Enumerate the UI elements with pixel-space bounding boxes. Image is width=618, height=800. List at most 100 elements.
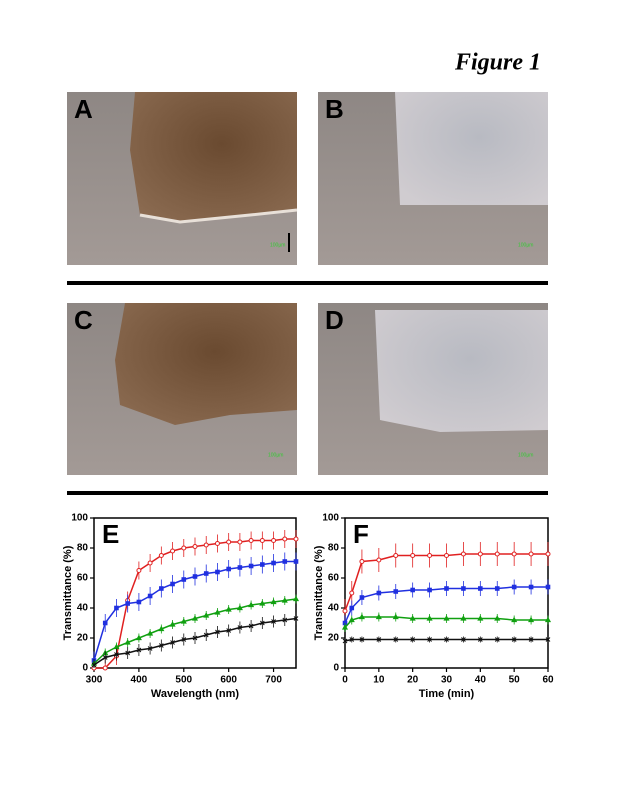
marker — [259, 600, 266, 606]
marker — [359, 637, 365, 642]
y-tick-label: 100 — [322, 513, 339, 524]
marker — [237, 625, 243, 630]
marker — [259, 620, 265, 626]
marker — [545, 584, 551, 590]
series-line — [344, 616, 548, 629]
x-tick-label: 400 — [131, 675, 148, 686]
marker — [203, 542, 209, 548]
marker — [426, 615, 433, 621]
x-tick-label: 30 — [441, 675, 453, 686]
marker — [192, 574, 198, 579]
marker — [359, 595, 365, 600]
marker — [511, 616, 518, 623]
x-axis-label: Wavelength (nm) — [151, 688, 240, 700]
marker — [248, 563, 254, 569]
marker — [135, 634, 142, 641]
marker — [102, 620, 108, 626]
marker — [225, 606, 232, 612]
marker — [511, 551, 517, 557]
scale-label: 100µm — [518, 242, 533, 248]
marker — [181, 577, 187, 582]
marker — [271, 619, 276, 624]
marker — [545, 637, 551, 642]
marker — [226, 566, 231, 572]
divider — [67, 281, 548, 285]
marker — [293, 536, 299, 542]
marker — [494, 586, 500, 591]
series-line — [344, 586, 548, 624]
marker — [511, 637, 517, 642]
marker — [282, 617, 288, 623]
marker — [125, 650, 131, 656]
marker — [191, 615, 199, 621]
marker — [341, 624, 349, 630]
x-axis-label: Time (min) — [419, 688, 475, 700]
y-tick-label: 80 — [77, 543, 89, 554]
marker — [376, 590, 382, 596]
scale-label: 100µm — [268, 452, 283, 458]
panel-label: B — [325, 94, 344, 124]
marker — [444, 553, 449, 558]
y-tick-label: 40 — [328, 603, 340, 614]
marker — [203, 612, 210, 618]
marker — [147, 646, 153, 651]
marker — [270, 598, 277, 605]
marker — [376, 557, 382, 563]
scale-label: 100µm — [518, 452, 533, 458]
y-axis-label: Transmittance (%) — [62, 545, 74, 640]
marker — [528, 584, 534, 590]
marker — [260, 562, 265, 567]
panel-label: F — [353, 519, 369, 549]
marker — [192, 635, 198, 641]
marker — [271, 538, 277, 543]
marker — [236, 604, 243, 611]
marker — [358, 613, 365, 620]
marker — [444, 637, 449, 642]
marker — [444, 586, 449, 591]
marker — [282, 536, 288, 542]
marker — [102, 665, 108, 671]
marker — [478, 586, 483, 591]
marker — [409, 615, 416, 621]
y-tick-label: 40 — [77, 603, 89, 614]
marker — [158, 643, 164, 648]
marker — [494, 615, 501, 621]
plot-frame — [93, 517, 297, 669]
x-tick-label: 300 — [86, 675, 103, 686]
marker — [544, 616, 552, 623]
marker — [528, 616, 535, 623]
marker — [181, 637, 187, 642]
marker — [494, 551, 500, 557]
marker — [410, 553, 416, 558]
marker — [203, 571, 209, 576]
marker — [342, 638, 348, 644]
marker — [443, 615, 450, 621]
panel-label: E — [102, 519, 119, 549]
marker — [248, 623, 254, 629]
y-tick-label: 0 — [82, 663, 88, 674]
marker — [477, 615, 484, 621]
marker — [237, 539, 243, 545]
marker — [158, 625, 165, 632]
x-tick-label: 60 — [542, 675, 554, 686]
marker — [214, 541, 220, 546]
panel-label: A — [74, 94, 93, 124]
marker — [393, 637, 399, 642]
marker — [147, 630, 154, 636]
photo-c: 100µm C — [67, 303, 297, 475]
marker — [392, 613, 399, 620]
marker — [91, 662, 97, 668]
marker — [348, 616, 355, 623]
marker — [102, 655, 108, 660]
x-tick-label: 500 — [175, 675, 192, 686]
marker — [170, 548, 176, 554]
y-tick-label: 60 — [328, 573, 340, 584]
marker — [545, 551, 551, 557]
marker — [461, 586, 466, 591]
photo-d: 100µm D — [318, 303, 548, 475]
y-tick-label: 0 — [333, 663, 339, 674]
marker — [125, 601, 130, 606]
marker — [293, 616, 299, 621]
marker — [114, 652, 119, 657]
